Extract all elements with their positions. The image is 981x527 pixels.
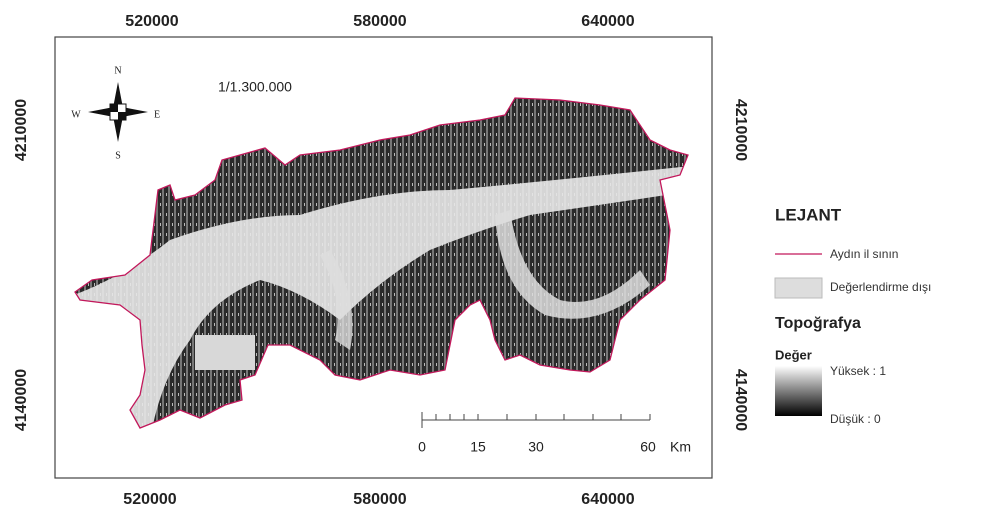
- scale-label: 30: [528, 439, 544, 455]
- map-frame: [54, 36, 713, 479]
- compass: N S E W: [71, 65, 160, 161]
- scale-label: 60: [640, 439, 656, 455]
- compass-w: W: [71, 109, 81, 120]
- scale-unit: Km: [670, 439, 691, 455]
- scale-label: 0: [418, 439, 426, 455]
- coord-label: 520000: [123, 491, 176, 508]
- coord-label: 640000: [581, 491, 634, 508]
- scale-bar: 0 15 30 60 Km: [418, 412, 691, 455]
- legend-value-title: Değer: [775, 347, 812, 362]
- coord-label: 580000: [353, 491, 406, 508]
- coord-label: 4210000: [13, 99, 30, 161]
- legend-title: LEJANT: [775, 205, 842, 224]
- coord-label: 4140000: [732, 369, 749, 431]
- legend-high: Yüksek : 1: [830, 364, 886, 378]
- legend: LEJANT Aydın il sının Değerlendirme dışı…: [774, 205, 931, 426]
- legend-subtitle: Topoğrafya: [775, 315, 861, 332]
- coord-label: 580000: [353, 13, 406, 30]
- coord-label: 4140000: [13, 369, 30, 431]
- legend-item: Aydın il sının: [830, 247, 898, 261]
- compass-e: E: [154, 109, 160, 120]
- coord-label: 640000: [581, 13, 634, 30]
- legend-low: Düşük : 0: [830, 412, 881, 426]
- compass-n: N: [114, 65, 121, 76]
- legend-item: Değerlendirme dışı: [830, 280, 931, 294]
- scale-text: 1/1.300.000: [218, 79, 292, 95]
- topography: [75, 98, 688, 428]
- coord-label: 520000: [125, 13, 178, 30]
- compass-s: S: [115, 150, 121, 161]
- scale-label: 15: [470, 439, 486, 455]
- coord-label: 4210000: [732, 99, 749, 161]
